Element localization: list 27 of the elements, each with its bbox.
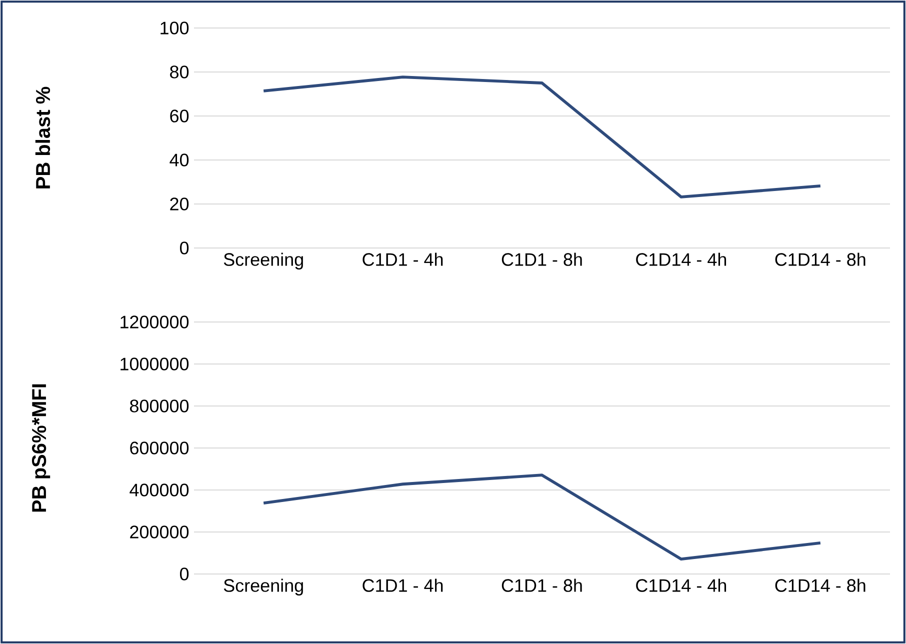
y-tick-label: 0 (180, 242, 189, 254)
y-tick-label: 20 (170, 198, 189, 210)
y-tick-label: 60 (170, 110, 189, 122)
line-series (262, 474, 822, 561)
x-tick-label: C1D1 - 4h (362, 578, 443, 592)
y-tick-label: 600000 (130, 442, 189, 454)
y-tick-label: 200000 (130, 526, 189, 538)
y-tick-label: 400000 (130, 484, 189, 496)
y-axis-title: PB blast % (35, 86, 50, 188)
x-tick-label: C1D1 - 4h (362, 252, 443, 266)
y-tick-label: 1200000 (120, 316, 189, 328)
line-series (262, 76, 822, 198)
y-axis-title: PB pS6%*MFI (32, 384, 50, 512)
x-tick-label: C1D1 - 8h (502, 252, 582, 266)
x-tick-label: C1D1 - 8h (502, 578, 582, 592)
y-tick-label: 1000000 (120, 358, 189, 370)
x-tick-label: Screening (224, 252, 303, 270)
x-tick-label: C1D14 - 4h (636, 578, 726, 592)
x-tick-label: C1D14 - 4h (636, 252, 726, 266)
y-tick-label: 80 (170, 66, 189, 78)
x-tick-label: C1D14 - 8h (775, 578, 866, 592)
x-tick-label: C1D14 - 8h (775, 252, 866, 266)
y-tick-label: 100 (160, 22, 189, 34)
y-tick-label: 0 (180, 568, 189, 580)
y-tick-label: 800000 (130, 400, 189, 412)
x-tick-label: Screening (224, 578, 303, 596)
y-tick-label: 40 (170, 154, 189, 166)
